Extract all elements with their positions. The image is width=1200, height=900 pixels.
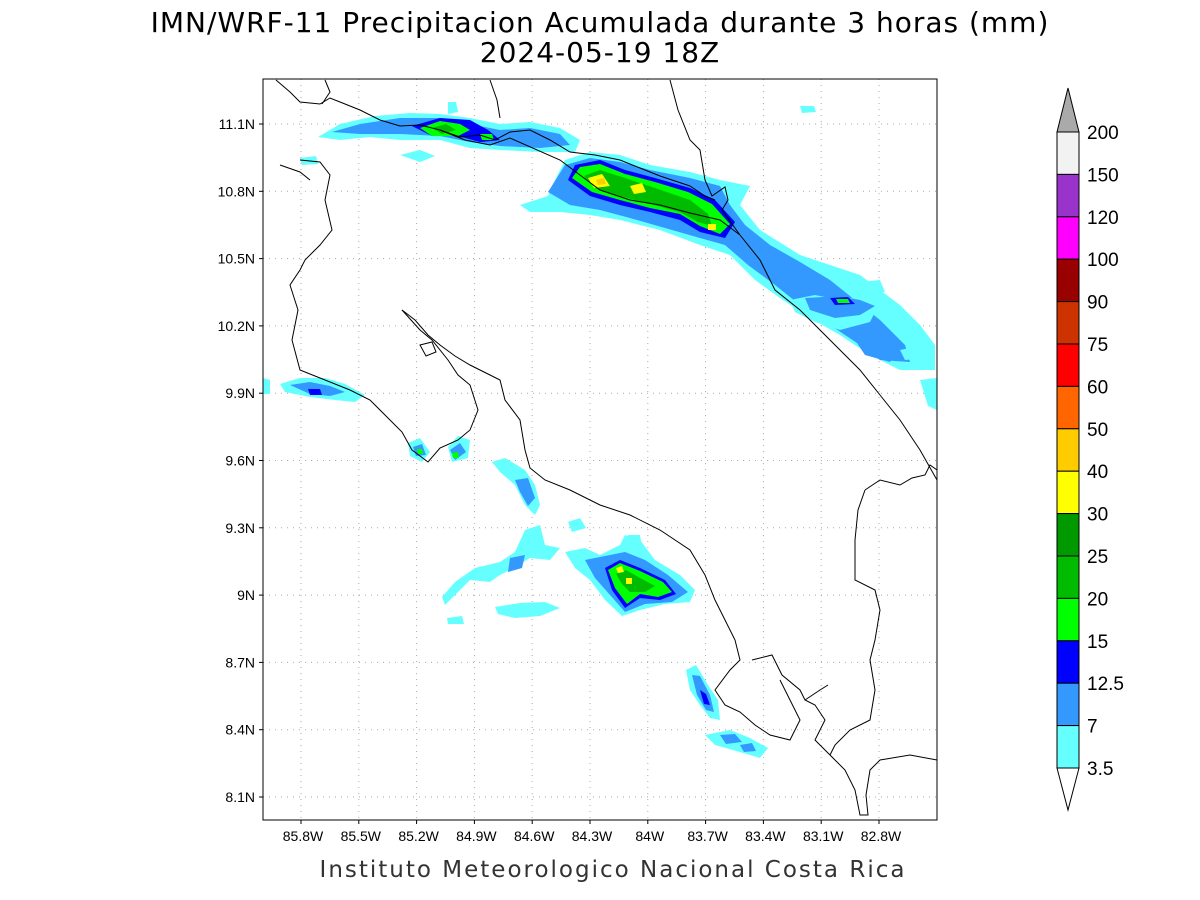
colorbar-label: 150: [1087, 165, 1119, 186]
precipitation-colorbar: 200 150 120 100 90 75 60 50 40 30 25 20 15 12.5 7 3.5: [1056, 87, 1124, 812]
colorbar-swatch: [1056, 173, 1080, 218]
colorbar-label: 3.5: [1087, 759, 1113, 780]
colorbar-swatch: [1056, 597, 1080, 642]
colorbar-label: 120: [1087, 208, 1119, 229]
latitude-axis: 11.1N 10.8N 10.5N 10.2N 9.9N 9.6N 9.3N 9N 8.7N 8.…: [218, 116, 263, 805]
lon-tick-label: 83.1W: [803, 828, 844, 844]
precipitation-field: [263, 102, 937, 758]
colorbar-label: 50: [1087, 420, 1108, 441]
graticule-grid: [263, 79, 937, 820]
colorbar-label: 12.5: [1087, 674, 1124, 695]
lon-tick-label: 85.2W: [398, 828, 439, 844]
colorbar-swatch: [1056, 640, 1080, 684]
colorbar-label: 60: [1087, 377, 1108, 398]
colorbar-label: 200: [1087, 123, 1119, 144]
map-title: IMN/WRF-11 Precipitacion Acumulada duran…: [151, 6, 1050, 39]
colorbar-swatch: [1056, 725, 1080, 769]
lon-tick-label: 84.9W: [456, 828, 497, 844]
lat-tick-label: 11.1N: [219, 116, 255, 132]
map-plot-area: [263, 79, 937, 820]
longitude-axis: 85.8W 85.5W 85.2W 84.9W 84.6W 84.3W 84W 83.7W 83…: [283, 820, 902, 844]
colorbar-swatch: [1056, 555, 1080, 599]
colorbar-swatch: [1056, 513, 1080, 557]
colorbar-swatch: [1056, 216, 1080, 260]
colorbar-swatch: [1056, 682, 1080, 727]
lat-tick-label: 9.3N: [225, 520, 255, 536]
colorbar-label: 20: [1087, 589, 1108, 610]
colorbar-label: 15: [1087, 632, 1108, 653]
colorbar-label: 100: [1087, 250, 1119, 271]
colorbar-swatch: [1056, 428, 1080, 472]
lat-tick-label: 10.8N: [218, 183, 255, 199]
colorbar-label: 30: [1087, 505, 1108, 526]
colorbar-swatch: [1056, 131, 1080, 175]
lat-tick-label: 9N: [237, 587, 255, 603]
lat-tick-label: 9.9N: [225, 385, 255, 401]
lat-tick-label: 10.5N: [218, 251, 255, 267]
colorbar-under-arrow: [1056, 767, 1080, 812]
lon-tick-label: 84.6W: [514, 828, 555, 844]
institution-footer: Instituto Meteorologico Nacional Costa R…: [320, 857, 907, 883]
colorbar-swatch: [1056, 258, 1080, 303]
colorbar-label: 90: [1087, 293, 1108, 314]
colorbar-label: 40: [1087, 462, 1108, 483]
colorbar-label: 7: [1087, 717, 1098, 738]
lat-tick-label: 9.6N: [225, 453, 255, 469]
lon-tick-label: 83.4W: [745, 828, 786, 844]
lon-tick-label: 85.8W: [283, 828, 324, 844]
coastlines-borders: [275, 79, 937, 816]
colorbar-over-arrow: [1056, 87, 1080, 133]
lon-tick-label: 83.7W: [687, 828, 728, 844]
lon-tick-label: 85.5W: [341, 828, 382, 844]
map-frame: [262, 78, 938, 821]
colorbar-label: 25: [1087, 547, 1108, 568]
lat-tick-label: 8.7N: [225, 654, 255, 670]
colorbar-swatch: [1056, 343, 1080, 387]
lon-tick-label: 82.8W: [861, 828, 902, 844]
lon-tick-label: 84.3W: [572, 828, 613, 844]
colorbar-swatch: [1056, 301, 1080, 345]
lat-tick-label: 8.4N: [225, 722, 255, 738]
lat-tick-label: 8.1N: [225, 789, 255, 805]
lon-tick-label: 84W: [635, 828, 665, 844]
lat-tick-label: 10.2N: [218, 318, 255, 334]
colorbar-swatch: [1056, 385, 1080, 430]
colorbar-swatch: [1056, 470, 1080, 515]
colorbar-label: 75: [1087, 335, 1108, 356]
map-subtitle-date: 2024-05-19 18Z: [480, 36, 720, 69]
